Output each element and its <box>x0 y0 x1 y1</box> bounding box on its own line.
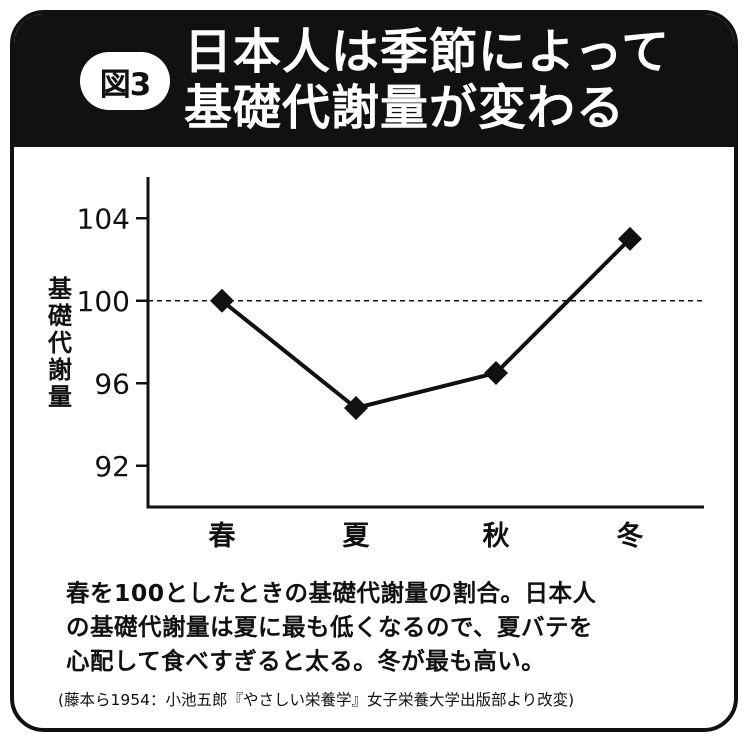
header: 図3 日本人は季節によって 基礎代謝量が変わる <box>14 14 734 147</box>
description: 春を100としたときの基礎代謝量の割合。日本人 の基礎代謝量は夏に最も低くなるの… <box>66 576 706 678</box>
description-line-1: 春を100としたときの基礎代謝量の割合。日本人 <box>66 579 597 607</box>
y-axis-label-char: 礎 <box>48 302 72 330</box>
source-citation: (藤本ら1954：小池五郎『やさしい栄養学』女子栄養大学出版部より改変) <box>58 691 575 709</box>
y-tick-label: 104 <box>77 202 130 235</box>
y-tick-label: 96 <box>94 367 130 400</box>
data-point-夏 <box>344 396 368 420</box>
data-point-秋 <box>484 360 508 385</box>
y-axis-label-char: 謝 <box>48 356 72 384</box>
y-tick-label: 100 <box>77 285 130 318</box>
description-line-3: 心配して食べすぎると太る。冬が最も高い。 <box>66 647 546 675</box>
title-line-1: 日本人は季節によって <box>184 24 671 80</box>
y-axis-label-char: 量 <box>48 383 72 411</box>
x-tick-label: 冬 <box>617 520 644 552</box>
data-point-冬 <box>618 226 642 251</box>
x-tick-label: 夏 <box>343 521 371 552</box>
y-axis-label-char: 基 <box>48 275 73 303</box>
y-tick-label: 92 <box>94 450 130 483</box>
x-tick-label: 春 <box>209 521 237 552</box>
series-line <box>220 237 632 410</box>
data-point-春 <box>210 288 234 313</box>
figure-card: 図3 日本人は季節によって 基礎代謝量が変わる 92 96 100 104 基礎代謝量春… <box>10 10 738 732</box>
figure-badge: 図3 <box>80 52 170 110</box>
figure-title: 日本人は季節によって 基礎代謝量が変わる <box>184 24 724 136</box>
description-line-2: の基礎代謝量は夏に最も低くなるので、夏バテを <box>66 613 594 641</box>
title-line-2: 基礎代謝量が変わる <box>184 80 626 136</box>
x-tick-label: 秋 <box>483 521 510 552</box>
y-axis-label-char: 代 <box>47 329 72 357</box>
